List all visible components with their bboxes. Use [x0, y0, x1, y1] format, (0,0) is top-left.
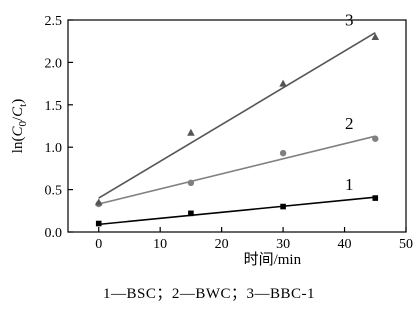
y-tick-label: 0.5 [45, 184, 63, 199]
x-tick-label: 10 [153, 237, 167, 252]
y-axis-title: ln(C0/Ct) [10, 99, 29, 153]
data-point-series-1 [95, 220, 102, 227]
series-label-3: 3 [345, 11, 354, 30]
series-label-2: 2 [345, 114, 354, 133]
data-point-series-3 [371, 32, 380, 40]
y-tick-label: 2.0 [45, 56, 63, 71]
labels: 1 2 3 [345, 11, 354, 195]
data-point-series-3 [94, 198, 103, 206]
figure-caption: 1—BSC；2—BWC；3—BBC-1 [102, 286, 316, 302]
x-tick-label: 30 [276, 237, 290, 252]
data-point-series-1 [280, 203, 286, 210]
data-point-series-1 [188, 210, 194, 217]
data-point-series-2 [372, 135, 379, 142]
axes: 0 10 20 30 40 50 0.0 0.5 1.0 1.5 2.0 2.5 时间/min ln(C0… [10, 14, 413, 268]
series-label-1: 1 [345, 175, 354, 194]
y-tick-label: 2.5 [45, 14, 63, 29]
plot-frame [67, 19, 407, 233]
data-point-series-1 [372, 195, 379, 201]
x-axis-title: 时间/min [244, 251, 302, 268]
data-point-series-3 [187, 128, 195, 136]
data-point-series-2 [187, 179, 195, 187]
data-markers [94, 32, 380, 227]
x-tick-label: 20 [215, 237, 229, 252]
y-tick-label: 1.0 [45, 141, 63, 156]
fit-lines [98, 32, 376, 226]
x-tick-label: 40 [338, 237, 352, 252]
y-tick-label: 1.5 [45, 99, 63, 114]
data-point-series-3 [279, 79, 287, 87]
data-point-series-2 [279, 149, 287, 157]
x-tick-label: 0 [95, 237, 102, 252]
fit-line-series-1 [98, 196, 376, 226]
y-tick-label: 0.0 [45, 226, 63, 241]
x-tick-label: 50 [399, 237, 413, 252]
fit-line-series-3 [98, 32, 376, 199]
fit-line-series-2 [98, 135, 376, 205]
